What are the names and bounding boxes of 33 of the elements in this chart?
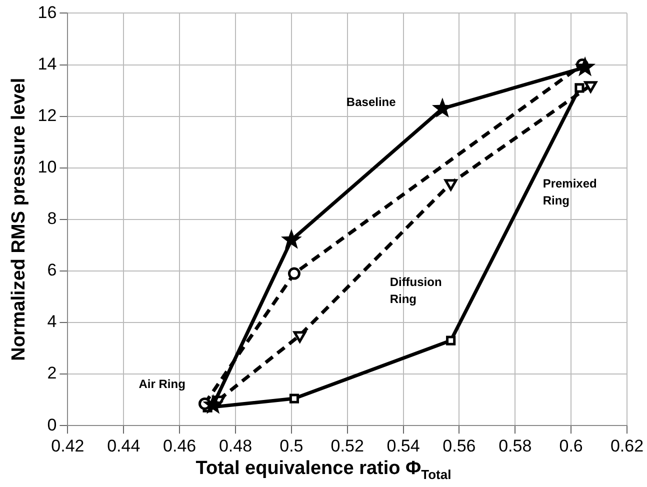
x-tick-label: 0.46 <box>163 436 196 456</box>
y-tick-label: 16 <box>38 2 57 22</box>
point <box>446 336 456 346</box>
x-tick-label: 0.6 <box>559 436 583 456</box>
point <box>289 394 300 404</box>
x-tick-label: 0.42 <box>51 436 84 456</box>
y-tick-label: 6 <box>47 260 57 280</box>
series-label: Diffusion Ring <box>390 275 442 306</box>
series-label: Air Ring <box>138 377 186 392</box>
x-tick-label: 0.48 <box>218 436 252 456</box>
y-tick-label: 4 <box>47 312 57 332</box>
y-tick-label: 8 <box>47 209 57 228</box>
y-tick-label: 0 <box>47 415 57 434</box>
x-tick-label: 0.62 <box>610 436 644 456</box>
y-tick-label: 2 <box>47 364 57 383</box>
x-tick-label: 0.44 <box>107 436 140 456</box>
y-axis-title: Normalized RMS pressure level <box>8 78 30 361</box>
x-tick-label: 0.52 <box>330 436 364 456</box>
x-tick-label: 0.54 <box>386 436 420 456</box>
point <box>288 267 300 280</box>
point <box>280 229 302 249</box>
text: Baseline <box>346 94 396 109</box>
y-tick-label: 10 <box>38 158 57 177</box>
x-tick-label: 0.58 <box>498 436 532 456</box>
x-axis-title: Total equivalence ratio Φ$_{Total}$ <box>194 458 452 482</box>
y-tick-label: 12 <box>38 106 57 125</box>
y-tick-label: 14 <box>38 54 57 74</box>
x-tick-label: 0.5 <box>280 436 304 456</box>
point <box>574 83 584 93</box>
x-tick-label: 0.56 <box>442 436 476 456</box>
point <box>202 394 224 414</box>
point <box>574 56 596 76</box>
series-label: Premixed Ring <box>542 176 597 208</box>
